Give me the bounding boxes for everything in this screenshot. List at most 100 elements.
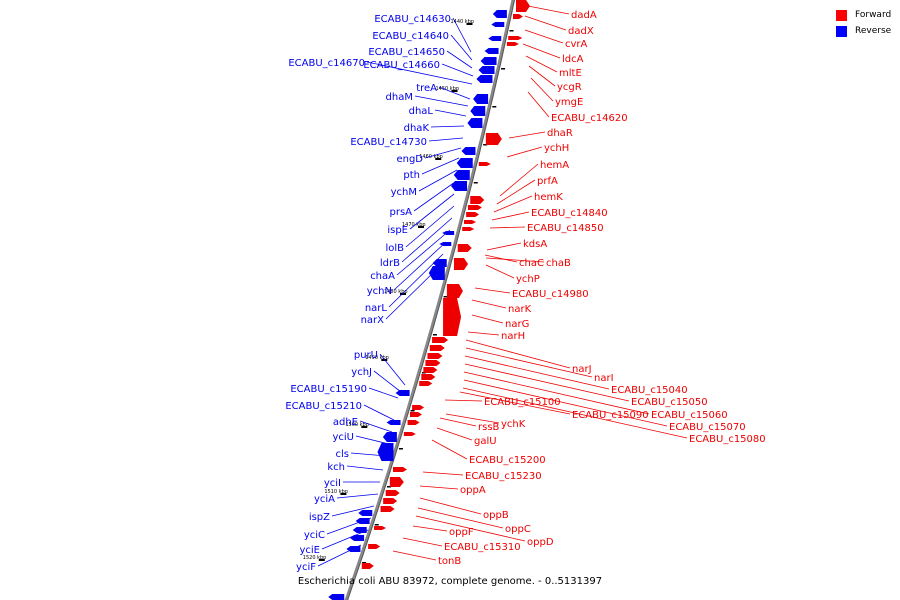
forward-gene-feature <box>516 0 530 12</box>
reverse-gene-label: prsA <box>389 207 412 218</box>
forward-gene-label: ECABU_c15310 <box>444 542 521 553</box>
reverse-gene-feature <box>478 66 495 74</box>
reverse-gene-connector <box>373 370 402 393</box>
reverse-gene-feature <box>484 48 499 54</box>
reverse-gene-connector <box>434 109 467 117</box>
forward-gene-feature <box>419 381 433 386</box>
forward-gene-connector <box>493 195 533 213</box>
forward-gene-connector <box>496 179 536 205</box>
reverse-gene-connector <box>336 493 379 499</box>
track-marker <box>483 144 488 146</box>
forward-gene-label: ECABU_c15080 <box>689 434 766 445</box>
reverse-gene-connector <box>368 387 399 399</box>
forward-gene-feature <box>432 337 449 343</box>
reverse-gene-connector <box>393 241 447 291</box>
forward-gene-feature <box>389 477 404 487</box>
forward-gene-label: cvrA <box>565 39 588 50</box>
reverse-gene-label: ECABU_c14670 <box>288 58 365 69</box>
forward-gene-label: ECABU_c15200 <box>469 455 546 466</box>
forward-gene-connector <box>485 264 515 279</box>
track-marker <box>374 524 379 526</box>
forward-gene-connector <box>459 391 571 415</box>
reverse-gene-label: ispZ <box>309 512 330 523</box>
track-marker <box>362 562 367 564</box>
forward-gene-feature <box>423 367 438 373</box>
reverse-gene-connector <box>424 147 462 159</box>
forward-gene-connector <box>484 254 518 263</box>
track-marker <box>501 68 506 70</box>
forward-gene-label: rssB <box>478 422 500 433</box>
reverse-gene-connector <box>401 217 453 263</box>
reverse-gene-label: yciE <box>299 545 320 556</box>
forward-gene-label: ECABU_c15050 <box>631 397 708 408</box>
forward-gene-feature <box>409 412 422 417</box>
reverse-gene-label: ECABU_c14650 <box>368 47 445 58</box>
reverse-gene-feature <box>358 510 373 516</box>
forward-gene-connector <box>436 427 473 441</box>
forward-gene-connector <box>464 355 610 390</box>
forward-gene-label: narH <box>501 331 525 342</box>
forward-gene-label: ECABU_c14980 <box>512 289 589 300</box>
forward-gene-feature <box>466 212 480 217</box>
forward-gene-connector <box>463 379 668 427</box>
forward-gene-connector <box>445 413 500 424</box>
reverse-gene-feature <box>488 36 502 41</box>
reverse-gene-label: yciU <box>332 432 354 443</box>
reverse-gene-connector <box>355 435 390 445</box>
legend-reverse-label: Reverse <box>855 26 892 36</box>
reverse-gene-label: lolB <box>385 243 404 254</box>
reverse-gene-connector <box>385 265 441 320</box>
reverse-gene-label: narL <box>365 303 388 314</box>
reverse-gene-label: yciI <box>324 478 341 489</box>
forward-gene-label: ECABU_c15100 <box>484 397 561 408</box>
forward-gene-feature <box>508 36 523 40</box>
reverse-gene-label: ychM <box>391 187 417 198</box>
forward-gene-feature <box>443 298 462 336</box>
reverse-gene-connector <box>418 169 458 192</box>
forward-gene-feature <box>425 360 441 366</box>
reverse-gene-feature <box>467 118 483 128</box>
tick-label: 1520 kbp <box>303 555 327 561</box>
reverse-gene-connector <box>396 229 451 276</box>
forward-gene-connector <box>522 43 561 59</box>
reverse-swatch <box>836 25 847 37</box>
forward-gene-label: ldcA <box>562 54 584 65</box>
forward-gene-connector <box>465 339 571 369</box>
reverse-gene-connector <box>350 452 387 457</box>
forward-gene-feature <box>374 526 387 530</box>
reverse-gene-connector <box>409 193 455 230</box>
forward-gene-label: ECABU_c15230 <box>465 471 542 482</box>
reverse-gene-connector <box>450 34 473 61</box>
forward-gene-label: kdsA <box>523 239 547 250</box>
forward-gene-label: ECABU_c15070 <box>669 422 746 433</box>
genome-backbone <box>344 0 515 600</box>
reverse-gene-label: kch <box>327 462 345 473</box>
forward-gene-label: ycgR <box>557 82 582 93</box>
track-marker <box>492 106 497 108</box>
reverse-gene-connector <box>317 544 362 567</box>
forward-gene-label: tonB <box>438 556 461 567</box>
forward-gene-feature <box>464 220 477 224</box>
reverse-gene-label: yciC <box>304 530 325 541</box>
forward-gene-label: ECABU_c15040 <box>611 385 688 396</box>
forward-gene-connector <box>486 242 522 251</box>
reverse-gene-connector <box>452 17 472 53</box>
forward-gene-feature <box>383 498 398 504</box>
tick-label: 1500 kbp <box>345 422 369 428</box>
reverse-gene-label: ECABU_c14730 <box>350 137 427 148</box>
forward-gene-feature <box>429 345 445 351</box>
forward-gene-feature <box>407 420 420 425</box>
reverse-gene-connector <box>346 465 384 471</box>
forward-gene-feature <box>380 506 395 512</box>
track-marker <box>443 296 448 298</box>
reverse-gene-connector <box>430 125 465 128</box>
forward-gene-feature <box>513 14 524 19</box>
reverse-gene-connector <box>379 353 406 386</box>
forward-gene-label: galU <box>474 436 497 447</box>
reverse-gene-connector <box>388 253 444 308</box>
forward-gene-connector <box>463 371 650 415</box>
forward-gene-connector <box>527 91 550 118</box>
forward-gene-connector <box>419 497 482 515</box>
forward-gene-label: prfA <box>537 176 558 187</box>
forward-gene-connector <box>528 65 556 87</box>
